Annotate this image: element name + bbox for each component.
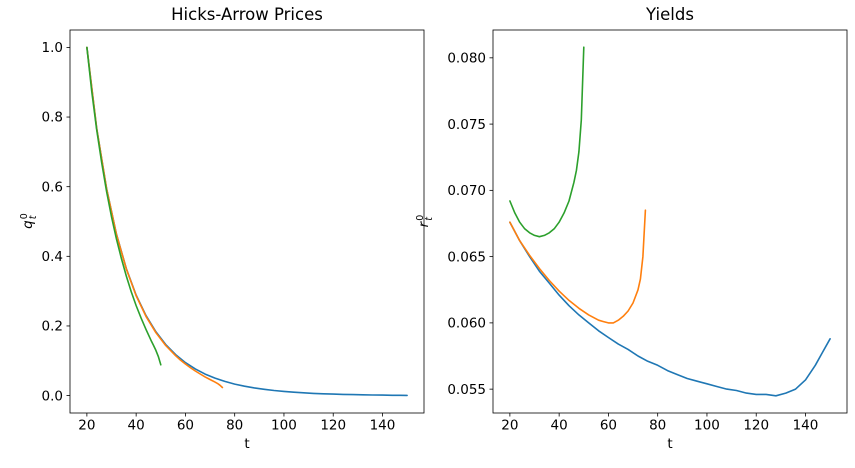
yields-x-tick-label: 20 [501,418,518,434]
yields-x-tick-label: 80 [649,418,666,434]
hicks-arrow-prices-x-tick-label: 80 [226,418,243,434]
yields-x-tick-label: 120 [743,418,769,434]
yields-x-tick-label: 60 [600,418,617,434]
yields-y-tick-label: 0.055 [447,382,486,398]
yields-y-tick-label: 0.065 [447,249,486,265]
yields-blue-line [509,221,831,397]
hicks-arrow-prices-y-tick-label: 0.8 [42,110,63,126]
hicks-arrow-prices-x-tick-label: 60 [177,418,194,434]
yields-green-line [509,46,585,238]
yields-y-tick-label: 0.075 [447,117,486,133]
yields-y-tick-label: 0.070 [447,183,486,199]
hicks-arrow-prices-orange-line [86,46,224,389]
hicks-arrow-prices-x-tick-label: 20 [78,418,95,434]
right-ylabel-sub: t [424,217,435,221]
left-plot-title: Hicks-Arrow Prices [171,5,323,24]
hicks-arrow-prices-x-tick-label: 120 [320,418,346,434]
left-plot-xlabel: t [244,436,250,452]
yields-y-tick-label: 0.060 [447,316,486,332]
yields-orange-line [509,209,647,324]
hicks-arrow-prices-x-tick-label: 140 [370,418,396,434]
hicks-arrow-prices-x-tick-label: 100 [271,418,297,434]
yields-x-tick-label: 140 [793,418,819,434]
hicks-arrow-prices-spines [69,29,425,414]
yields-y-tick-label: 0.080 [447,51,486,67]
yields-x-tick-label: 40 [551,418,568,434]
hicks-arrow-prices-axes: 20 40 60 80 100 120 140 0.0 0.2 0.4 0.6 0.8 1.0 [42,29,425,434]
hicks-arrow-prices-x-tick-label: 40 [128,418,145,434]
hicks-arrow-prices-y-tick-label: 1.0 [42,40,63,56]
yields-x-tick-label: 100 [694,418,720,434]
hicks-arrow-prices-y-tick-label: 0.0 [42,388,63,404]
right-ylabel-base: r [416,221,432,228]
right-plot-xlabel: t [667,436,673,452]
hicks-arrow-prices-y-tick-label: 0.4 [42,249,63,265]
left-ylabel-base: q [20,220,36,229]
hicks-arrow-prices-y-tick-label: 0.6 [42,179,63,195]
yields-axes: 20 40 60 80 100 120 140 0.055 0.060 0.065 0.070 0.0… [447,29,848,434]
hicks-arrow-prices-blue-line [86,46,408,397]
yields-spines [492,29,848,414]
hicks-arrow-prices-y-tick-label: 0.2 [42,319,63,335]
right-plot-title: Yields [646,5,694,24]
left-ylabel-sub: t [28,215,39,220]
hicks-arrow-prices-green-line [86,46,162,366]
